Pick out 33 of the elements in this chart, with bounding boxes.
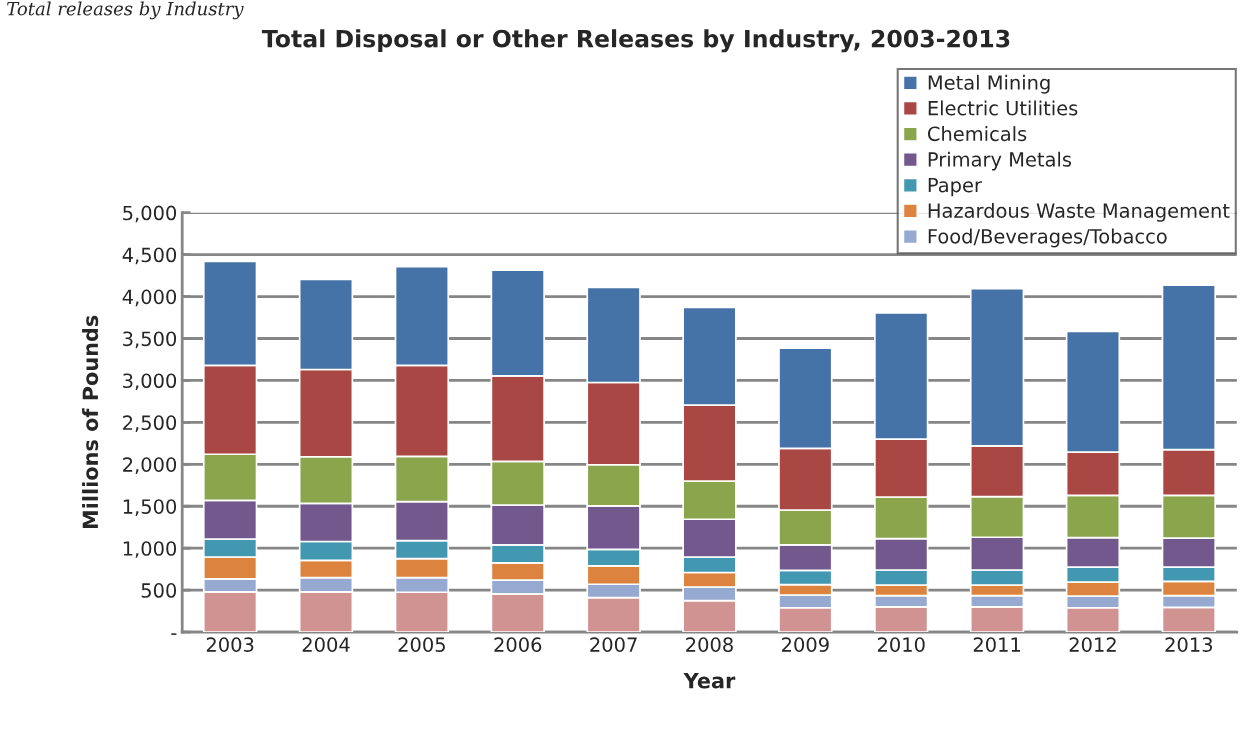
y-tick-label: - xyxy=(171,633,177,635)
y-tick-label: 4,500 xyxy=(122,247,177,265)
x-tick-label: 2004 xyxy=(302,637,350,652)
legend-label: Food/Beverages/Tobacco xyxy=(928,228,1167,248)
legend-label: Electric Utilities xyxy=(928,100,1078,116)
y-tick-label: 3,000 xyxy=(123,373,177,391)
text: Total releases by Industry xyxy=(7,1,244,20)
legend-label: Primary Metals xyxy=(928,151,1072,171)
x-tick-label: 2010 xyxy=(877,637,925,652)
x-tick-label: 2005 xyxy=(398,637,445,652)
y-tick-label: 1,500 xyxy=(123,499,177,516)
y-tick-label: 4,000 xyxy=(122,289,177,307)
legend-label: Paper xyxy=(928,177,982,197)
y-axis-title: Millions of Pounds xyxy=(82,315,99,529)
x-tick-label: 2006 xyxy=(494,637,542,652)
x-tick-label: 2013 xyxy=(1165,637,1213,652)
x-tick-label: 2012 xyxy=(1069,637,1116,652)
x-tick-label: 2008 xyxy=(686,637,733,652)
y-tick-label: 1,000 xyxy=(123,541,177,558)
y-tick-label: 2,000 xyxy=(123,457,177,474)
y-tick-label: 5,000 xyxy=(123,205,177,223)
y-tick-label: 500 xyxy=(141,583,177,598)
y-tick-label: 2,500 xyxy=(123,415,177,433)
y-tick-label: 3,500 xyxy=(123,331,177,349)
legend-label: Hazardous Waste Management xyxy=(928,202,1230,222)
x-tick-label: 2009 xyxy=(782,637,829,652)
x-tick-label: 2011 xyxy=(973,637,1021,652)
legend-label: Metal Mining xyxy=(928,74,1050,94)
x-axis-title: Year xyxy=(683,673,736,689)
x-tick-label: 2003 xyxy=(206,637,254,652)
chart-title: Total Disposal or Other Releases by Industry, 2003-2013 xyxy=(261,29,1010,53)
x-tick-label: 2007 xyxy=(590,637,637,652)
legend-label: Chemicals xyxy=(927,126,1027,142)
